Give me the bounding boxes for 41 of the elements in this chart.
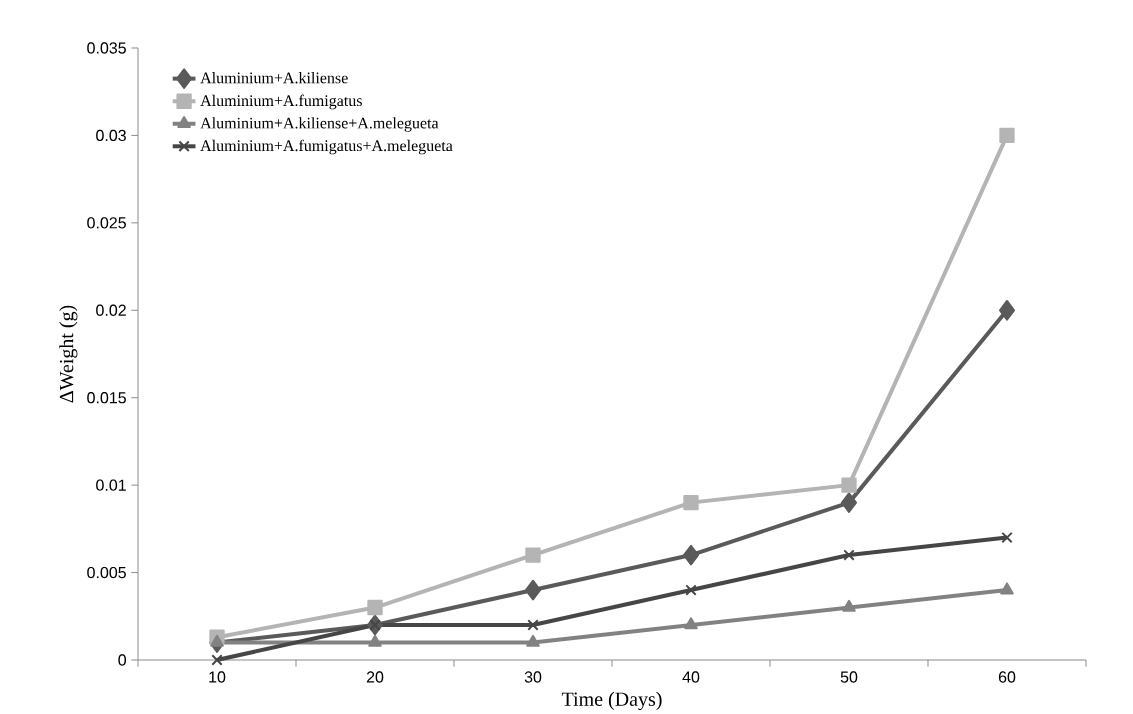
x-tick-label: 30: [524, 671, 542, 683]
point: [367, 599, 383, 615]
point: [841, 477, 857, 493]
y-tick-label: 0.03: [96, 129, 126, 141]
point: [683, 494, 699, 511]
x-tick-label: 10: [209, 671, 226, 683]
y-tick-label: 0.01: [96, 479, 126, 491]
x-tick-label: 40: [682, 671, 700, 683]
point: [525, 579, 541, 601]
y-tick-label: 0.02: [96, 304, 126, 316]
x-axis-title: Time (Days): [561, 691, 662, 710]
point: [210, 634, 224, 647]
point: [843, 549, 855, 561]
y-axis-title: ΔWeight (g): [59, 305, 78, 403]
legend-label: Aluminium+A.kiliense+A.melegueta: [200, 116, 439, 132]
y-tick-label: 0.015: [87, 391, 126, 404]
x-tick-label: 20: [366, 671, 384, 683]
point: [527, 619, 539, 631]
point: [211, 654, 223, 666]
x-tick-label: 50: [840, 671, 858, 683]
point: [842, 599, 856, 612]
point: [999, 127, 1015, 143]
point: [1000, 582, 1014, 595]
point: [999, 299, 1015, 321]
point: [683, 544, 699, 566]
y-tick-label: 0.035: [87, 42, 126, 54]
y-tick-label: 0.025: [87, 216, 126, 229]
point: [685, 584, 697, 596]
legend-label: Aluminium+A.fumigatus: [200, 94, 362, 110]
point: [368, 634, 382, 647]
legend-label: Aluminium+A.kiliense: [200, 71, 348, 84]
point: [841, 492, 857, 513]
point: [684, 617, 698, 630]
point: [1001, 531, 1013, 544]
point: [526, 634, 540, 647]
x-tick-label: 60: [998, 671, 1016, 683]
y-tick-label: 0.005: [87, 566, 126, 578]
legend-label: Aluminium+A.fumigatus+A.melegueta: [200, 139, 453, 155]
point: [525, 547, 541, 563]
point: [369, 619, 381, 631]
y-tick-label: 0: [118, 654, 127, 666]
